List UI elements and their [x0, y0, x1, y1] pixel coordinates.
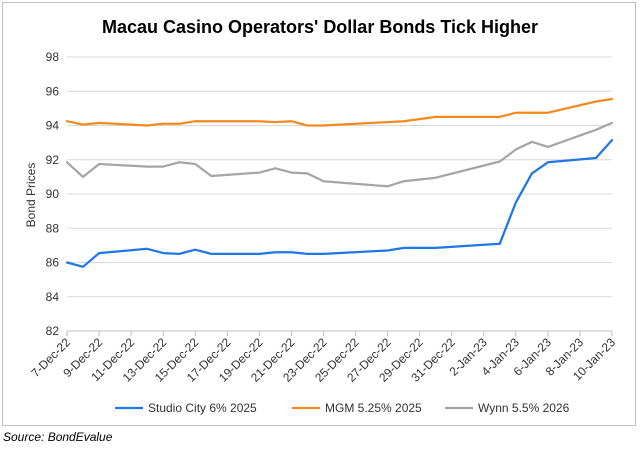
chart-title: Macau Casino Operators' Dollar Bonds Tic…: [101, 17, 539, 37]
y-tick-label: 92: [46, 153, 60, 167]
legend-label: Wynn 5.5% 2026: [478, 401, 570, 415]
y-axis-ticks: 82 84 86 88 90 92 94 96 98: [46, 50, 60, 338]
y-tick-label: 98: [46, 50, 60, 64]
series-line-2: [65, 97, 614, 127]
y-tick-label: 82: [46, 324, 60, 338]
legend-label: Studio City 6% 2025: [148, 401, 257, 415]
y-tick-label: 96: [46, 84, 60, 98]
chart-frame: Macau Casino Operators' Dollar Bonds Tic…: [2, 2, 636, 426]
legend-label: MGM 5.25% 2025: [325, 401, 422, 415]
series-line-3: [65, 121, 614, 188]
series-lines: [65, 97, 614, 268]
y-axis-label: Bond Prices: [24, 163, 38, 228]
y-tick-label: 94: [46, 119, 60, 133]
gridlines: [67, 56, 612, 332]
y-tick-label: 90: [46, 187, 60, 201]
series-line-1: [65, 138, 614, 268]
y-tick-label: 84: [46, 290, 60, 304]
x-axis: 7-Dec-229-Dec-2211-Dec-2213-Dec-2215-Dec…: [28, 330, 618, 385]
legend: Studio City 6% 2025 MGM 5.25% 2025 Wynn 5.…: [115, 401, 570, 415]
y-tick-label: 86: [46, 256, 60, 270]
source-note: Source: BondEvalue: [3, 430, 113, 444]
y-tick-label: 88: [46, 221, 60, 235]
